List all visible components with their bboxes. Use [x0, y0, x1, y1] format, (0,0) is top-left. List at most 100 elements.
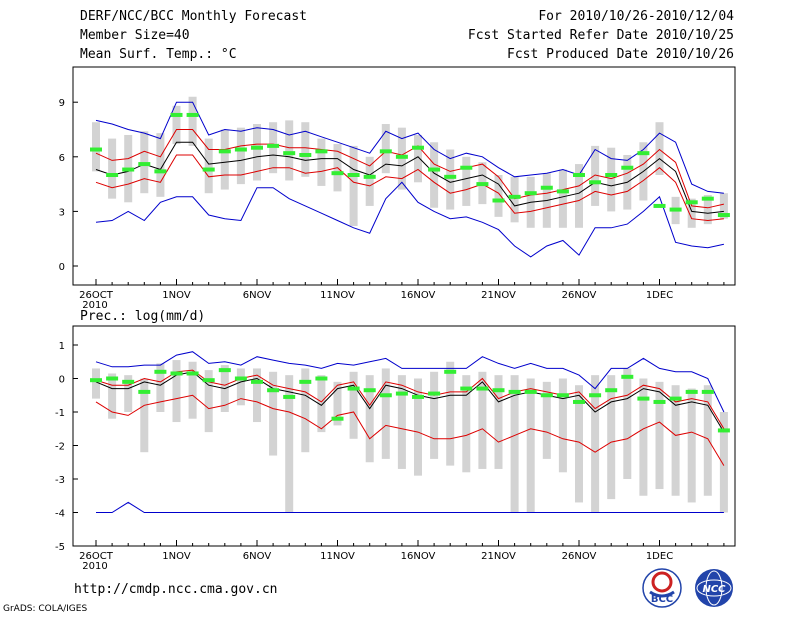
- median-marker: [428, 391, 441, 396]
- median-marker: [395, 154, 408, 159]
- median-marker: [186, 112, 199, 117]
- median-marker: [717, 428, 730, 433]
- ensemble-box: [591, 145, 600, 206]
- ensemble-box: [269, 371, 278, 456]
- ensemble-box: [156, 363, 165, 412]
- ensemble-box: [494, 375, 503, 469]
- chart-title: DERF/NCC/BCC Monthly Forecast: [80, 9, 307, 24]
- ensemble-box: [623, 368, 632, 479]
- ncc-logo-icon: NCC: [695, 569, 733, 607]
- ensemble-box: [204, 370, 213, 433]
- median-marker: [106, 173, 119, 177]
- median-marker: [637, 151, 650, 156]
- median-marker: [701, 196, 714, 201]
- y-tick-label: -4: [55, 509, 65, 520]
- ensemble-box: [285, 375, 294, 513]
- median-marker: [492, 388, 505, 393]
- median-marker: [605, 173, 618, 177]
- ensemble-box: [220, 129, 229, 190]
- x-tick-label: 1NOV: [162, 551, 191, 562]
- ensemble-box: [494, 175, 503, 217]
- median-marker: [669, 396, 682, 401]
- median-marker: [170, 371, 183, 376]
- x-tick-label: 11NOV: [320, 551, 355, 562]
- ensemble-box: [607, 147, 616, 212]
- median-marker: [122, 379, 135, 384]
- median-marker: [331, 171, 344, 176]
- plot-frame: [72, 325, 736, 547]
- median-marker: [460, 386, 473, 391]
- fcst-started-date: Fcst Started Refer Date 2010/10/25: [467, 28, 734, 43]
- ensemble-box: [349, 145, 358, 226]
- median-marker: [363, 388, 376, 393]
- ensemble-box: [124, 375, 133, 412]
- median-marker: [379, 393, 392, 398]
- ensemble-box: [156, 133, 165, 197]
- ensemble-box: [575, 385, 583, 503]
- median-marker: [379, 149, 392, 154]
- ensemble-box: [317, 375, 326, 433]
- ensemble-box: [671, 385, 680, 496]
- ensemble-box: [301, 122, 310, 177]
- median-marker: [589, 393, 602, 398]
- x-tick-label: 1DEC: [646, 290, 673, 301]
- upper-outer-line: [95, 101, 724, 194]
- lower-inner-line: [95, 154, 724, 222]
- median-marker: [444, 174, 457, 179]
- median-marker: [283, 151, 296, 156]
- ensemble-box: [253, 368, 261, 423]
- median-marker: [154, 369, 167, 374]
- median-marker: [717, 213, 730, 218]
- x-year-label: 2010: [82, 300, 107, 311]
- ensemble-box: [575, 164, 583, 228]
- median-marker: [428, 167, 441, 172]
- median-marker: [395, 391, 408, 396]
- median-marker: [524, 191, 537, 196]
- source-url[interactable]: http://cmdp.ncc.cma.gov.cn: [74, 582, 278, 597]
- ensemble-box: [349, 371, 358, 439]
- median-marker: [589, 180, 602, 185]
- median-marker: [412, 145, 424, 150]
- median-marker: [492, 198, 505, 203]
- median-marker: [315, 149, 328, 154]
- ensemble-box: [558, 378, 567, 473]
- y-tick-label: -2: [55, 442, 65, 453]
- median-marker: [347, 173, 360, 177]
- ensemble-box: [430, 371, 439, 459]
- median-marker: [138, 162, 151, 167]
- x-tick-label: 26NOV: [562, 290, 597, 301]
- upper-inner-line: [95, 129, 725, 209]
- ensemble-box: [236, 368, 245, 406]
- median-marker: [573, 173, 585, 177]
- median-marker: [476, 386, 489, 391]
- ensemble-box: [687, 198, 696, 228]
- y-tick-label: 9: [59, 98, 65, 109]
- ensemble-box: [172, 105, 181, 145]
- lower-inner-line: [95, 394, 725, 466]
- median-marker: [251, 145, 263, 150]
- ensemble-box: [655, 381, 664, 490]
- x-tick-label: 26OCT: [79, 290, 114, 301]
- ensemble-box: [108, 373, 117, 419]
- ensemble-mean-line: [95, 141, 724, 214]
- median-marker: [524, 389, 537, 394]
- median-marker: [138, 389, 151, 394]
- ensemble-box: [655, 122, 664, 175]
- x-tick-label: 21NOV: [481, 551, 516, 562]
- median-marker: [540, 393, 553, 398]
- median-marker: [154, 169, 167, 174]
- ensemble-box: [719, 412, 728, 513]
- median-marker: [669, 207, 682, 212]
- ensemble-box: [687, 388, 696, 503]
- panel-precipitation: -5 -4 -3 -2 -1 0 1 26OCT 1NOV 6NOV 11NOV 16NOV 21NOV…: [55, 325, 736, 572]
- median-marker: [556, 189, 569, 194]
- ensemble-box: [462, 156, 471, 206]
- y-tick-label: -5: [55, 542, 65, 553]
- member-size: Member Size=40: [80, 28, 190, 43]
- y-tick-label: -1: [55, 408, 65, 419]
- y-tick-label: 0: [59, 262, 65, 273]
- median-marker: [621, 165, 634, 170]
- median-marker: [122, 167, 135, 172]
- ensemble-box: [703, 195, 712, 225]
